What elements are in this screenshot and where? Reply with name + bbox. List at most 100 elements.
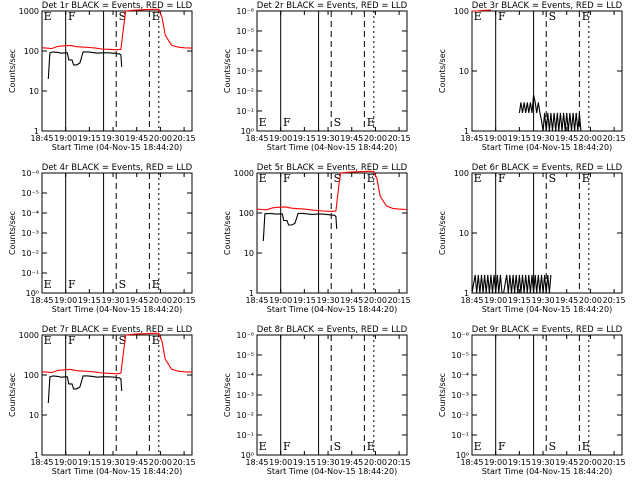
x-axis-label: Start Time (04-Nov-15 18:44:20) bbox=[267, 143, 397, 152]
y-tick-label: 1 bbox=[464, 289, 469, 298]
marker-label: E bbox=[582, 172, 590, 185]
y-tick-label: 10⁻¹ bbox=[236, 431, 254, 440]
y-tick-label: 10⁻³ bbox=[236, 67, 254, 76]
marker-label: S bbox=[119, 334, 127, 347]
marker-label: E bbox=[582, 440, 590, 453]
x-axis-label: Start Time (04-Nov-15 18:44:20) bbox=[52, 305, 182, 314]
x-tick-label: 19:30 bbox=[102, 296, 125, 305]
marker-label: E bbox=[367, 440, 375, 453]
lld-series-line bbox=[41, 8, 193, 51]
plot-frame bbox=[471, 10, 623, 132]
x-tick-label: 20:15 bbox=[603, 458, 626, 467]
y-tick-label: 10⁻³ bbox=[451, 391, 469, 400]
y-tick-label: 10 bbox=[29, 87, 39, 96]
x-tick-label: 19:15 bbox=[293, 296, 316, 305]
y-tick-label: 10⁻⁴ bbox=[21, 209, 39, 218]
x-tick-label: 20:15 bbox=[603, 296, 626, 305]
x-axis-label: Start Time (04-Nov-15 18:44:20) bbox=[52, 467, 182, 476]
x-tick-label: 19:30 bbox=[532, 134, 555, 143]
x-tick-label: 18:45 bbox=[245, 458, 268, 467]
plot-frame bbox=[256, 10, 408, 132]
y-axis-label: Counts/sec bbox=[8, 373, 17, 417]
plot-frame bbox=[41, 10, 193, 132]
marker-label: E bbox=[474, 172, 482, 185]
events-series-line bbox=[518, 94, 582, 132]
x-tick-label: 20:00 bbox=[579, 458, 602, 467]
y-tick-label: 1 bbox=[34, 451, 39, 460]
lld-series-line bbox=[472, 9, 491, 12]
y-tick-label: 100 bbox=[239, 209, 254, 218]
panel-title: Det 5r BLACK = Events, RED = LLD bbox=[257, 163, 408, 173]
lld-series-line bbox=[41, 332, 193, 375]
panel-title: Det 4r BLACK = Events, RED = LLD bbox=[42, 163, 193, 173]
marker-label: E bbox=[582, 10, 590, 23]
x-tick-label: 19:00 bbox=[484, 134, 507, 143]
y-axis-label: Counts/sec bbox=[223, 49, 232, 93]
panel-title: Det 7r BLACK = Events, RED = LLD bbox=[42, 325, 193, 335]
x-tick-label: 19:30 bbox=[532, 296, 555, 305]
marker-label: E bbox=[259, 440, 267, 453]
panel-title: Det 3r BLACK = Events, RED = LLD bbox=[472, 1, 623, 11]
marker-label: S bbox=[334, 440, 342, 453]
x-axis-label: Start Time (04-Nov-15 18:44:20) bbox=[482, 143, 612, 152]
marker-label: F bbox=[498, 172, 506, 185]
plot-frame bbox=[256, 172, 408, 294]
y-axis-label: Counts/sec bbox=[438, 373, 447, 417]
x-tick-label: 19:45 bbox=[340, 296, 363, 305]
x-tick-label: 20:00 bbox=[579, 296, 602, 305]
y-tick-label: 10⁻⁵ bbox=[21, 189, 39, 198]
marker-label: S bbox=[549, 10, 557, 23]
x-tick-label: 19:15 bbox=[78, 296, 101, 305]
x-tick-label: 20:00 bbox=[149, 296, 172, 305]
x-tick-label: 19:00 bbox=[54, 296, 77, 305]
x-tick-label: 19:30 bbox=[317, 296, 340, 305]
y-tick-label: 10 bbox=[29, 411, 39, 420]
panel-title: Det 6r BLACK = Events, RED = LLD bbox=[472, 163, 623, 173]
y-tick-label: 10⁰ bbox=[26, 289, 39, 298]
panel-title: Det 2r BLACK = Events, RED = LLD bbox=[257, 1, 408, 11]
y-axis-label: Counts/sec bbox=[438, 49, 447, 93]
events-series-line bbox=[262, 212, 338, 242]
x-axis-label: Start Time (04-Nov-15 18:44:20) bbox=[52, 143, 182, 152]
y-tick-label: 10⁻⁴ bbox=[451, 371, 469, 380]
y-tick-label: 10⁻⁵ bbox=[236, 27, 254, 36]
panel-title: Det 1r BLACK = Events, RED = LLD bbox=[42, 1, 193, 11]
x-tick-label: 20:00 bbox=[579, 134, 602, 143]
y-axis-label: Counts/sec bbox=[8, 49, 17, 93]
x-tick-label: 19:00 bbox=[54, 458, 77, 467]
y-tick-label: 10⁻⁴ bbox=[236, 371, 254, 380]
x-tick-label: 20:00 bbox=[364, 134, 387, 143]
x-tick-label: 20:00 bbox=[364, 458, 387, 467]
marker-label: S bbox=[549, 172, 557, 185]
marker-label: S bbox=[119, 278, 127, 291]
marker-label: E bbox=[44, 10, 52, 23]
x-tick-label: 20:15 bbox=[388, 134, 411, 143]
y-tick-label: 10⁻⁵ bbox=[451, 351, 469, 360]
x-tick-label: 19:45 bbox=[125, 134, 148, 143]
x-tick-label: 19:15 bbox=[293, 458, 316, 467]
events-series-line bbox=[47, 375, 123, 404]
x-tick-label: 20:00 bbox=[149, 134, 172, 143]
x-tick-label: 19:15 bbox=[508, 134, 531, 143]
y-tick-label: 1 bbox=[464, 127, 469, 136]
x-tick-label: 19:15 bbox=[508, 296, 531, 305]
plot-frame bbox=[41, 334, 193, 456]
y-tick-label: 10⁻² bbox=[236, 411, 254, 420]
x-tick-label: 20:15 bbox=[173, 296, 196, 305]
x-tick-label: 19:45 bbox=[555, 296, 578, 305]
marker-label: E bbox=[474, 10, 482, 23]
y-tick-label: 100 bbox=[454, 169, 469, 178]
x-axis-label: Start Time (04-Nov-15 18:44:20) bbox=[267, 467, 397, 476]
y-tick-label: 10⁻⁶ bbox=[21, 169, 39, 178]
x-axis-label: Start Time (04-Nov-15 18:44:20) bbox=[482, 305, 612, 314]
x-tick-label: 18:45 bbox=[30, 296, 53, 305]
x-tick-label: 19:30 bbox=[102, 458, 125, 467]
y-axis-label: Counts/sec bbox=[223, 373, 232, 417]
x-tick-label: 20:15 bbox=[603, 134, 626, 143]
events-series-line bbox=[471, 274, 552, 294]
marker-label: E bbox=[44, 278, 52, 291]
